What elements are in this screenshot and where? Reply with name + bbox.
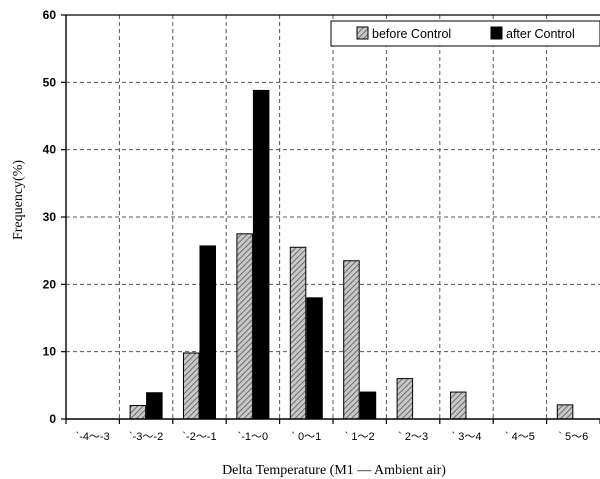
bar-after-control-5: [359, 391, 377, 420]
x-tick-labels: `-4～-3 `-3～-2 `-2～-1 `-1～0 ` 0～1 ` 1～2 ` 2～3 ` …: [76, 431, 589, 443]
legend-swatch-before: [356, 26, 369, 40]
bar-after-control-3: [252, 89, 270, 420]
x-tick-label: `-2～-1: [182, 431, 216, 443]
x-tick-label: `-3～-2: [129, 431, 163, 443]
x-tick-label: ` 1～2: [345, 431, 375, 443]
x-axis-title: Delta Temperature (M1 — Ambient air): [222, 463, 446, 478]
y-tick-label: 30: [43, 210, 57, 224]
bar-before-control-4: [289, 246, 307, 420]
y-tick-label: 60: [43, 8, 57, 22]
legend-frame: [330, 20, 600, 47]
y-tick-label: 20: [43, 277, 57, 291]
x-tick-label: ` 4～5: [505, 431, 535, 443]
y-tick-label: 40: [43, 143, 57, 157]
grid-lines: [66, 14, 600, 419]
bar-before-control-9: [556, 404, 574, 420]
bar-before-control-7: [450, 391, 467, 420]
x-tick-label: `-4～-3: [76, 431, 110, 443]
x-tick-label: ` 3～4: [452, 431, 482, 443]
bar-before-control-5: [343, 260, 360, 420]
y-axis-title: Frequency(%): [11, 160, 26, 240]
bar-after-control-4: [306, 297, 323, 420]
x-tick-label: ` 5～6: [558, 431, 588, 443]
bar-before-control-2: [183, 352, 200, 420]
legend-label-after: after Control: [506, 27, 575, 41]
bar-before-control-6: [396, 378, 414, 420]
legend-label-before: before Control: [372, 27, 451, 41]
bar-after-control-2: [199, 245, 216, 420]
y-tick-label: 0: [49, 412, 56, 426]
x-tick-label: ` 2～3: [398, 431, 428, 443]
legend-swatch-after: [490, 26, 503, 40]
x-tick-label: `-1～0: [238, 431, 269, 443]
y-tick-label: 50: [43, 75, 57, 89]
x-tick-label: ` 0～1: [291, 431, 321, 443]
bar-before-control-3: [236, 233, 253, 420]
bars: [129, 89, 574, 420]
y-tick-labels: 0 10 20 30 40 50 60: [43, 8, 57, 426]
axes: [61, 14, 600, 424]
legend: before Control after Control: [330, 20, 600, 47]
bar-before-control-1: [129, 405, 147, 420]
bar-after-control-1: [146, 392, 163, 420]
y-tick-label: 10: [43, 345, 57, 359]
